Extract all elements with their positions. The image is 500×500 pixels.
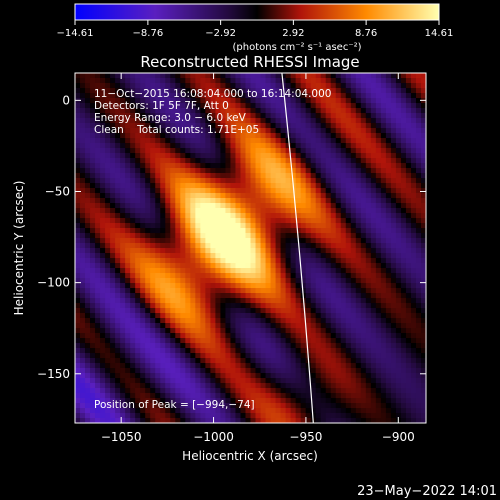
y-tick-label: −150 bbox=[37, 367, 70, 381]
annotation-block: 11−Oct−2015 16:08:04.000 to 16:14:04.000… bbox=[94, 88, 331, 136]
colorbar: −14.61 −8.76 −2.92 2.92 8.76 14.61 (photons c… bbox=[56, 3, 453, 53]
y-tick-label: −100 bbox=[37, 276, 70, 290]
colorbar-tick-label: −8.76 bbox=[133, 28, 164, 39]
peak-position-label: Position of Peak = [−994,−74] bbox=[94, 399, 255, 411]
axis-ticks: −1050 −1000 −950 −900 0 −50 −100 −150 bbox=[37, 73, 426, 444]
solar-limb-line bbox=[281, 73, 314, 423]
x-axis-label: Heliocentric X (arcsec) bbox=[182, 449, 318, 463]
colorbar-ticks: −14.61 −8.76 −2.92 2.92 8.76 14.61 bbox=[56, 20, 453, 39]
colorbar-unit-label: (photons cm⁻² s⁻¹ asec⁻²) bbox=[232, 42, 361, 53]
x-tick-label: −1000 bbox=[193, 430, 234, 444]
annotation-energy-range: Energy Range: 3.0 − 6.0 keV bbox=[94, 112, 247, 124]
x-tick-label: −1050 bbox=[101, 430, 142, 444]
annotation-time-range: 11−Oct−2015 16:08:04.000 to 16:14:04.000 bbox=[94, 88, 331, 100]
annotation-clean-counts: Clean Total counts: 1.71E+05 bbox=[94, 124, 259, 136]
annotation-detectors: Detectors: 1F 5F 7F, Att 0 bbox=[94, 100, 229, 112]
colorbar-tick-label: 14.61 bbox=[425, 28, 454, 39]
colorbar-tick-label: 8.76 bbox=[355, 28, 377, 39]
colorbar-tick-label: 2.92 bbox=[282, 28, 304, 39]
colorbar-tick-label: −14.61 bbox=[56, 28, 93, 39]
chart-title: Reconstructed RHESSI Image bbox=[140, 53, 359, 71]
colorbar-tick-label: −2.92 bbox=[205, 28, 236, 39]
colorbar-gradient bbox=[74, 3, 440, 21]
plot-area: −1050 −1000 −950 −900 0 −50 −100 −150 bbox=[37, 72, 427, 444]
y-tick-label: −50 bbox=[45, 184, 70, 198]
footer-date: 23−May−2022 14:01 bbox=[357, 484, 497, 499]
plot-frame bbox=[74, 72, 427, 424]
y-tick-label: 0 bbox=[62, 93, 70, 107]
x-tick-label: −950 bbox=[289, 430, 322, 444]
y-axis-label: Heliocentric Y (arcsec) bbox=[12, 181, 26, 316]
x-tick-label: −900 bbox=[382, 430, 415, 444]
